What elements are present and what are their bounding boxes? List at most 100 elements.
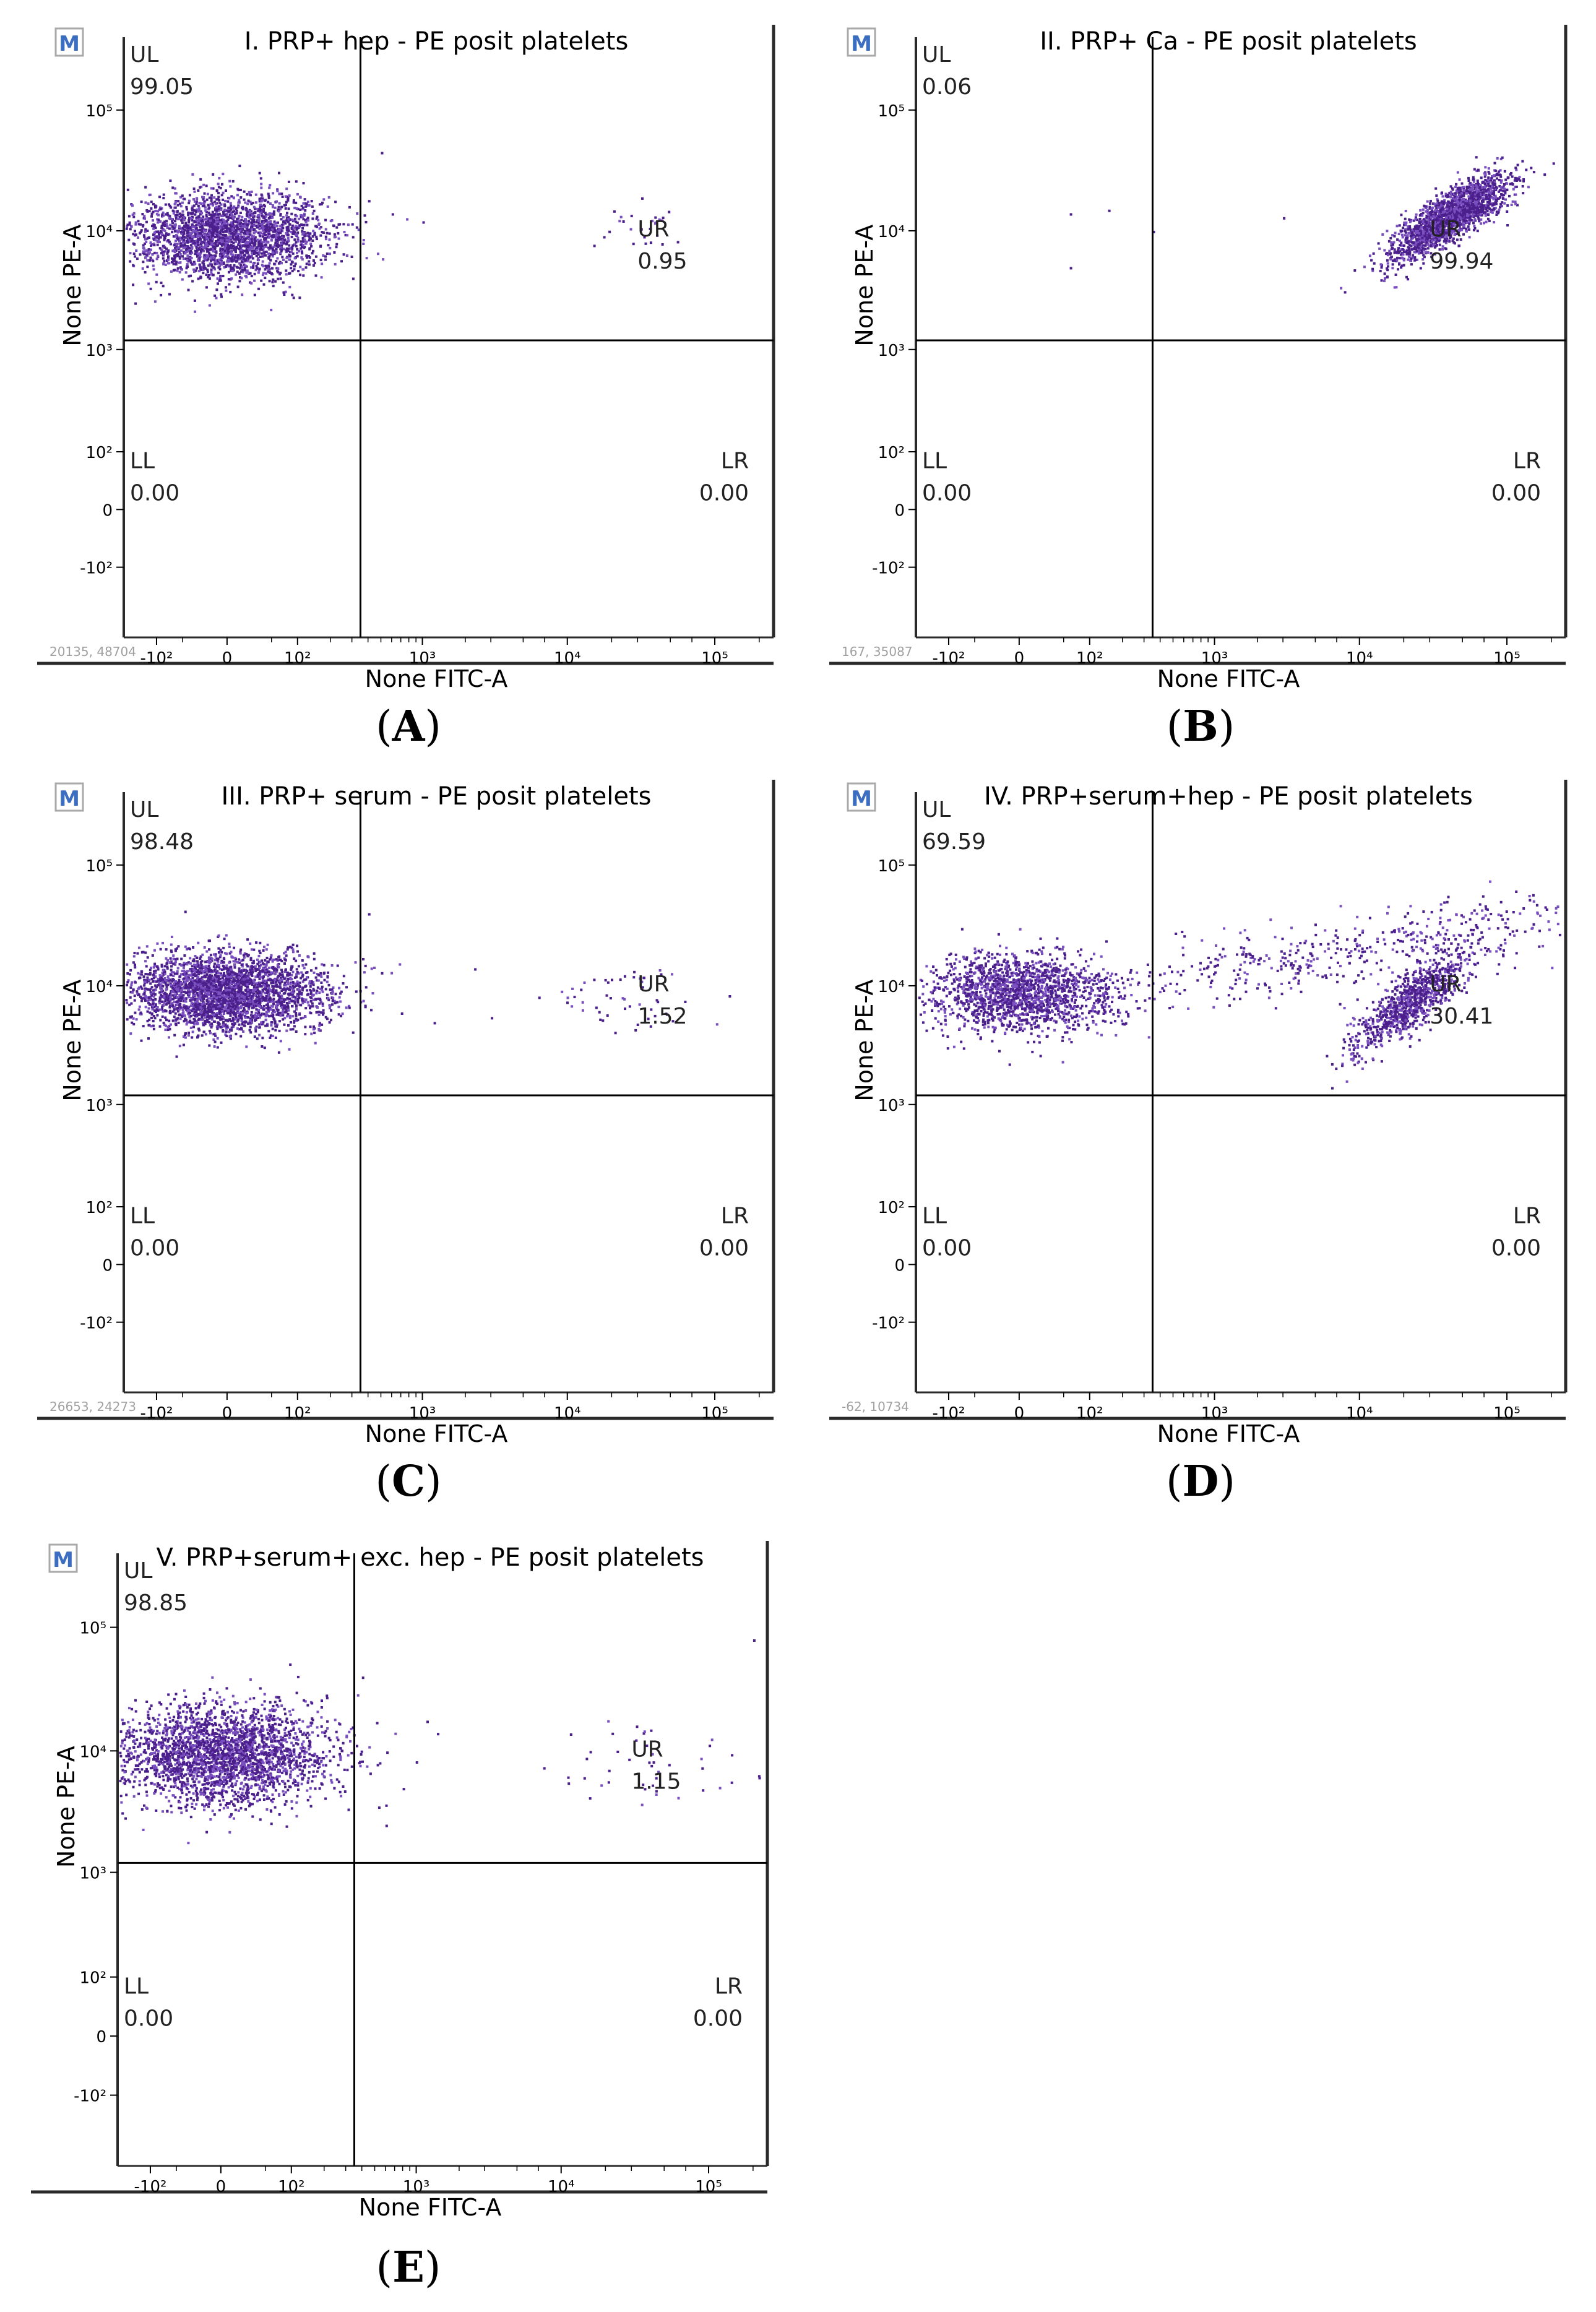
event-dot bbox=[1440, 204, 1443, 207]
event-dot bbox=[184, 252, 187, 255]
event-dot bbox=[1458, 225, 1461, 228]
event-dot bbox=[197, 238, 200, 240]
event-dot bbox=[267, 196, 270, 199]
event-dot bbox=[262, 283, 265, 286]
event-dot bbox=[249, 272, 252, 275]
event-dot bbox=[1478, 205, 1480, 208]
event-dot bbox=[267, 229, 270, 232]
event-dot bbox=[194, 240, 197, 243]
event-dot bbox=[654, 216, 657, 219]
event-dot bbox=[166, 252, 169, 255]
event-dot bbox=[1401, 248, 1404, 251]
event-dot bbox=[277, 975, 280, 978]
event-dot bbox=[1421, 214, 1424, 217]
event-dot bbox=[1371, 269, 1374, 272]
event-dot bbox=[252, 220, 256, 223]
event-dot bbox=[1455, 197, 1458, 201]
event-dot bbox=[162, 257, 165, 260]
event-dot bbox=[296, 227, 299, 230]
event-dot bbox=[651, 220, 654, 223]
event-dot bbox=[1397, 268, 1400, 271]
event-dot bbox=[352, 277, 355, 280]
event-dot bbox=[1386, 262, 1389, 265]
event-dot bbox=[236, 217, 238, 220]
event-dot bbox=[181, 241, 184, 244]
event-dot bbox=[1432, 202, 1435, 205]
event-dot bbox=[153, 231, 157, 234]
event-dot bbox=[227, 256, 230, 259]
event-dot bbox=[210, 256, 214, 259]
event-dot bbox=[1422, 230, 1425, 233]
event-dot bbox=[223, 236, 226, 239]
event-dot bbox=[171, 222, 174, 225]
event-dot bbox=[189, 252, 192, 256]
event-dot bbox=[1403, 223, 1405, 226]
event-dot bbox=[265, 223, 268, 226]
event-dot bbox=[1400, 248, 1403, 251]
event-dot bbox=[191, 207, 194, 210]
event-dot bbox=[1498, 178, 1501, 181]
event-dot bbox=[1475, 194, 1478, 197]
event-dot bbox=[239, 212, 242, 214]
event-dot bbox=[1488, 181, 1491, 184]
event-dot bbox=[188, 228, 191, 231]
event-dot bbox=[1426, 217, 1430, 220]
event-dot bbox=[264, 215, 267, 218]
event-dot bbox=[290, 263, 293, 266]
event-dot bbox=[230, 213, 233, 216]
event-dot bbox=[235, 209, 238, 212]
event-dot bbox=[257, 253, 260, 256]
event-dot bbox=[169, 223, 172, 226]
event-dot bbox=[167, 255, 170, 258]
event-dot bbox=[215, 216, 218, 219]
event-dot bbox=[1452, 220, 1456, 223]
event-dot bbox=[1488, 197, 1491, 201]
event-dot bbox=[206, 192, 209, 196]
event-dot bbox=[1473, 205, 1476, 208]
x-tick-label: 10² bbox=[284, 649, 311, 668]
event-dot bbox=[252, 216, 255, 219]
event-dot bbox=[191, 209, 194, 212]
event-dot bbox=[319, 259, 322, 262]
event-dot bbox=[267, 236, 270, 239]
event-dot bbox=[244, 239, 247, 242]
event-dot bbox=[214, 973, 217, 977]
event-dot bbox=[271, 247, 274, 250]
event-dot bbox=[238, 222, 241, 225]
event-dot bbox=[202, 249, 205, 252]
event-dot bbox=[293, 957, 296, 960]
event-dot bbox=[217, 183, 220, 186]
event-dot bbox=[161, 213, 164, 216]
event-dot bbox=[214, 233, 217, 236]
event-dot bbox=[218, 268, 222, 270]
event-dot bbox=[192, 188, 196, 190]
event-dot bbox=[193, 190, 196, 193]
event-dot bbox=[212, 204, 214, 207]
event-dot bbox=[1431, 235, 1433, 237]
event-dot bbox=[283, 238, 287, 241]
event-dot bbox=[277, 233, 280, 236]
event-dot bbox=[178, 236, 181, 239]
event-dot bbox=[285, 204, 287, 207]
event-dot bbox=[296, 236, 300, 239]
event-dot bbox=[301, 206, 304, 209]
event-dot bbox=[198, 202, 201, 204]
quadrant-label-ul: UL bbox=[130, 42, 158, 67]
event-dot bbox=[1433, 246, 1436, 249]
event-dot bbox=[661, 243, 664, 246]
event-dot bbox=[229, 217, 232, 220]
event-dot bbox=[210, 268, 213, 271]
event-dot bbox=[1489, 188, 1492, 191]
event-dot bbox=[321, 201, 324, 204]
event-dot bbox=[171, 218, 174, 220]
event-dot bbox=[261, 220, 263, 223]
event-dot bbox=[204, 241, 207, 244]
event-dot bbox=[201, 218, 204, 222]
event-dot bbox=[271, 223, 274, 226]
event-dot bbox=[1490, 176, 1493, 179]
event-dot bbox=[292, 229, 295, 232]
event-dot bbox=[251, 250, 254, 252]
event-dot bbox=[1460, 215, 1463, 218]
event-dot bbox=[155, 213, 158, 216]
event-dot bbox=[250, 191, 253, 193]
